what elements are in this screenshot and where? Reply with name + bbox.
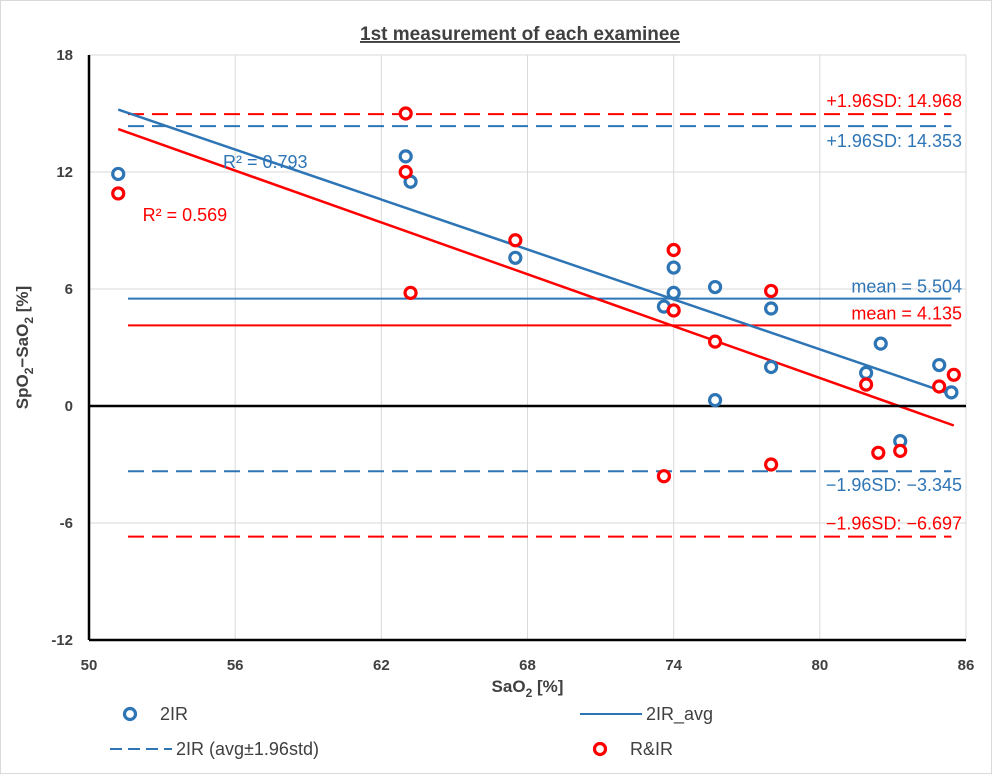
legend-label: 2IR (avg±1.96std) <box>176 739 319 759</box>
reference-line-label: mean = 4.135 <box>851 303 962 323</box>
legend-label: 2IR <box>160 704 188 724</box>
x-tick-label: 86 <box>958 657 975 674</box>
data-point <box>403 285 418 300</box>
data-points <box>111 106 961 484</box>
data-point <box>932 379 947 394</box>
data-point <box>873 336 888 351</box>
legend-entry: R&IR <box>592 739 673 759</box>
r-squared-label: R² = 0.569 <box>143 205 228 225</box>
reference-line-label: +1.96SD: 14.353 <box>826 131 962 151</box>
reference-line-label: +1.96SD: 14.968 <box>826 91 962 111</box>
data-point <box>944 385 959 400</box>
chart-title: 1st measurement of each examinee <box>360 24 680 45</box>
data-point <box>707 334 723 349</box>
data-point <box>666 303 681 318</box>
x-tick-label: 62 <box>373 657 390 674</box>
legend-marker <box>592 741 608 757</box>
x-tick-label: 50 <box>81 657 98 674</box>
r-squared-label: R² = 0.793 <box>223 152 308 172</box>
data-point <box>398 149 413 164</box>
data-point <box>398 106 413 121</box>
data-point <box>871 445 886 460</box>
axes <box>87 55 966 642</box>
legend-entry: 2IR <box>122 704 188 724</box>
data-point <box>508 250 523 265</box>
data-point <box>764 301 779 316</box>
data-point <box>859 377 874 392</box>
x-tick-label: 56 <box>227 657 244 674</box>
data-point <box>508 233 523 248</box>
legend: 2IR 2IR_avg 2IR (avg±1.96std) R&IR <box>110 704 713 759</box>
legend-label: R&IR <box>630 739 673 759</box>
data-point <box>764 359 779 375</box>
y-tick-label: 6 <box>65 281 73 298</box>
trendline <box>117 127 955 427</box>
y-tick-label: 0 <box>65 398 73 415</box>
data-point <box>666 285 681 300</box>
x-tick-label: 74 <box>665 657 682 674</box>
legend-label: 2IR_avg <box>646 704 713 725</box>
annotations: mean = 5.504 +1.96SD: 14.353 −1.96SD: −3.3… <box>143 91 962 533</box>
data-point <box>666 242 681 258</box>
data-point <box>946 367 961 382</box>
data-point <box>111 186 126 201</box>
y-tick-label: -12 <box>51 632 73 649</box>
reference-lines <box>127 113 952 538</box>
axis-titles: SaO2 [%] SpO2−SaO2 [%] <box>13 286 563 700</box>
y-tick-label: -6 <box>60 515 73 532</box>
reference-line-label: −1.96SD: −3.345 <box>826 475 962 495</box>
data-point <box>764 283 779 299</box>
x-tick-label: 80 <box>811 657 828 674</box>
trendlines <box>117 108 955 427</box>
trendline <box>117 108 952 396</box>
data-point <box>398 164 413 180</box>
data-point <box>111 166 126 182</box>
data-point <box>932 357 947 373</box>
reference-line-label: mean = 5.504 <box>851 277 962 297</box>
data-point <box>707 393 723 408</box>
y-tick-label: 12 <box>56 164 73 181</box>
x-axis-title: SaO2 [%] <box>492 677 564 700</box>
y-tick-label: 18 <box>56 47 73 64</box>
legend-entry: 2IR_avg <box>580 704 713 725</box>
data-point <box>764 457 779 472</box>
tick-labels: 50 56 62 68 74 80 86 -12 -6 0 6 12 18 <box>51 47 974 674</box>
legend-marker <box>122 706 138 722</box>
data-point <box>666 260 681 275</box>
data-point <box>859 365 874 380</box>
legend-entry: 2IR (avg±1.96std) <box>110 739 319 759</box>
data-point <box>656 469 672 484</box>
data-point <box>893 443 908 458</box>
reference-line-label: −1.96SD: −6.697 <box>826 514 962 534</box>
y-axis-title: SpO2−SaO2 [%] <box>13 286 36 409</box>
x-tick-label: 68 <box>519 657 536 674</box>
data-point <box>707 279 723 295</box>
